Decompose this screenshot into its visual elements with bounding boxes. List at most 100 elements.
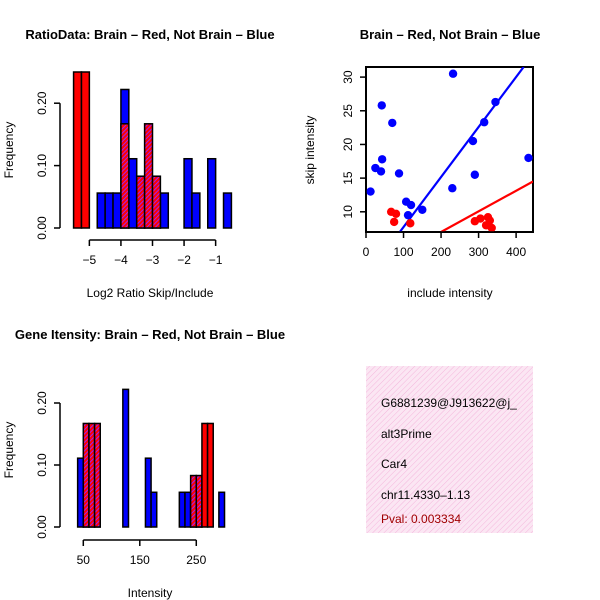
scatter-point-not-brain bbox=[448, 69, 458, 78]
scatter-y-tick-label: 15 bbox=[341, 171, 355, 185]
scatter-point-not-brain bbox=[366, 187, 375, 196]
intensity-hist-x-tick-label: 250 bbox=[186, 553, 206, 567]
ratio-hist-bar-brain bbox=[135, 175, 146, 229]
ratio-hist-bar-brain bbox=[151, 175, 162, 229]
ratio-hist-bars bbox=[72, 71, 233, 229]
ratio-hist-x-tick-label: −3 bbox=[146, 253, 160, 267]
ratio-hist-bar-brain bbox=[80, 71, 91, 229]
intensity-hist-bar-brain bbox=[189, 474, 198, 528]
intensity-hist-bar-not-brain bbox=[218, 491, 226, 528]
scatter-x-tick-label: 100 bbox=[394, 245, 414, 259]
ratio-hist-bar-not-brain bbox=[222, 192, 233, 229]
scatter-ylabel: skip intensity bbox=[303, 116, 317, 185]
scatter-point-not-brain bbox=[376, 167, 386, 176]
scatter-x-tick-label: 0 bbox=[363, 245, 370, 259]
scatter-point-not-brain bbox=[480, 118, 489, 127]
intensity-hist-x-tick-label: 150 bbox=[130, 553, 150, 567]
info-line-pval: Pval: 0.003334 bbox=[381, 512, 461, 526]
scatter-marks bbox=[366, 67, 533, 232]
scatter-plot-frame bbox=[365, 66, 534, 233]
ratio-hist-x-axis: −5 −4 −3 −2 −1 bbox=[83, 239, 223, 267]
scatter-point-not-brain bbox=[470, 170, 480, 179]
intensity-hist-bar-not-brain bbox=[184, 491, 192, 528]
ratio-hist-y-tick-label: 0.10 bbox=[35, 154, 49, 178]
intensity-hist-bar-brain bbox=[88, 422, 96, 528]
scatter-point-not-brain bbox=[418, 205, 427, 214]
scatter-point-brain bbox=[406, 219, 415, 228]
scatter-x-tick-label: 400 bbox=[506, 245, 526, 259]
intensity-hist-x-axis: 50 150 250 bbox=[77, 539, 207, 567]
ratio-hist-x-tick-label: −4 bbox=[114, 253, 128, 267]
info-line-id: G6881239@J913622@j_ bbox=[381, 396, 517, 410]
ratio-hist-bar-brain bbox=[120, 123, 130, 229]
scatter-point-not-brain bbox=[394, 169, 404, 178]
intensity-hist-x-tick-label: 50 bbox=[77, 553, 91, 567]
scatter-point-not-brain bbox=[491, 97, 500, 107]
intensity-hist-y-axis: 0.00 0.10 0.20 bbox=[35, 391, 61, 539]
scatter-y-tick-label: 20 bbox=[341, 137, 355, 151]
intensity-hist-bar-brain bbox=[195, 474, 203, 528]
ratio-hist-x-tick-label: −1 bbox=[209, 253, 223, 267]
intensity-hist-bar-brain bbox=[82, 422, 90, 528]
scatter-y-tick-label: 10 bbox=[341, 205, 355, 219]
intensity-hist-bar-not-brain bbox=[144, 457, 152, 528]
ratio-hist-x-tick-label: −5 bbox=[83, 253, 97, 267]
scatter-fit-line-not-brain bbox=[398, 67, 525, 232]
scatter-y-tick-label: 30 bbox=[341, 70, 355, 84]
ratio-hist-bar-not-brain bbox=[159, 192, 170, 229]
intensity-hist-ylabel: Frequency bbox=[2, 422, 16, 479]
ratio-hist-y-tick-label: 0.00 bbox=[35, 216, 49, 240]
scatter-point-not-brain bbox=[377, 101, 386, 110]
ratio-histogram-panel: RatioData: Brain – Red, Not Brain – Blue… bbox=[2, 27, 275, 300]
intensity-hist-bar-brain bbox=[206, 422, 214, 528]
ratio-hist-x-tick-label: −2 bbox=[177, 253, 191, 267]
intensity-hist-y-tick-label: 0.10 bbox=[35, 453, 49, 477]
ratio-hist-y-tick-label: 0.20 bbox=[35, 91, 49, 115]
intensity-hist-xlabel: Intensity bbox=[128, 586, 173, 600]
intensity-hist-title: Gene Itensity: Brain – Red, Not Brain – … bbox=[15, 327, 285, 342]
ratio-hist-bar-not-brain bbox=[112, 192, 122, 229]
intensity-hist-bar-brain bbox=[93, 422, 101, 528]
intensity-hist-bar-not-brain bbox=[76, 457, 85, 528]
scatter-x-tick-label: 200 bbox=[431, 245, 451, 259]
scatter-point-brain bbox=[476, 214, 485, 223]
ratio-hist-y-axis: 0.00 0.10 0.20 bbox=[35, 91, 61, 240]
scatter-point-brain bbox=[481, 221, 491, 230]
scatter-y-axis: 10 15 20 25 30 bbox=[341, 70, 367, 219]
ratio-hist-bar-not-brain bbox=[128, 157, 138, 229]
ratio-hist-bar-brain bbox=[72, 71, 83, 229]
ratio-hist-ylabel: Frequency bbox=[2, 122, 16, 179]
scatter-point-not-brain bbox=[448, 184, 457, 193]
ratio-hist-bar-brain bbox=[143, 123, 154, 229]
ratio-hist-xlabel: Log2 Ratio Skip/Include bbox=[87, 286, 214, 300]
scatter-title: Brain – Red, Not Brain – Blue bbox=[360, 27, 541, 42]
info-line-gene: Car4 bbox=[381, 457, 407, 471]
scatter-panel: Brain – Red, Not Brain – Blue 0 100 200 300… bbox=[303, 27, 540, 300]
intensity-hist-bar-not-brain bbox=[122, 388, 130, 528]
ratio-hist-title: RatioData: Brain – Red, Not Brain – Blue bbox=[25, 27, 274, 42]
info-panel-background bbox=[366, 366, 533, 533]
scatter-point-not-brain bbox=[524, 153, 533, 163]
info-line-location: chr11.4330–1.13 bbox=[381, 488, 471, 502]
scatter-point-not-brain bbox=[388, 118, 397, 128]
intensity-hist-y-tick-label: 0.00 bbox=[35, 515, 49, 539]
scatter-x-axis: 0 100 200 300 400 bbox=[363, 231, 526, 259]
scatter-point-not-brain bbox=[377, 155, 387, 164]
intensity-hist-bar-not-brain bbox=[178, 491, 186, 528]
scatter-y-tick-label: 25 bbox=[341, 104, 355, 118]
intensity-hist-bars bbox=[76, 388, 226, 528]
ratio-hist-bar-not-brain bbox=[104, 192, 114, 229]
intensity-hist-bar-not-brain bbox=[150, 491, 158, 528]
scatter-point-brain bbox=[389, 217, 399, 227]
scatter-x-tick-label: 300 bbox=[469, 245, 489, 259]
ratio-hist-bar-not-brain bbox=[191, 192, 201, 229]
scatter-point-not-brain bbox=[403, 210, 413, 220]
ratio-hist-bar-not-brain bbox=[96, 192, 106, 229]
scatter-point-brain bbox=[391, 209, 401, 219]
ratio-hist-bar-not-brain bbox=[183, 157, 193, 229]
scatter-point-not-brain bbox=[468, 136, 478, 146]
intensity-hist-y-tick-label: 0.20 bbox=[35, 391, 49, 415]
info-line-event: alt3Prime bbox=[381, 427, 432, 441]
scatter-xlabel: include intensity bbox=[407, 286, 492, 300]
